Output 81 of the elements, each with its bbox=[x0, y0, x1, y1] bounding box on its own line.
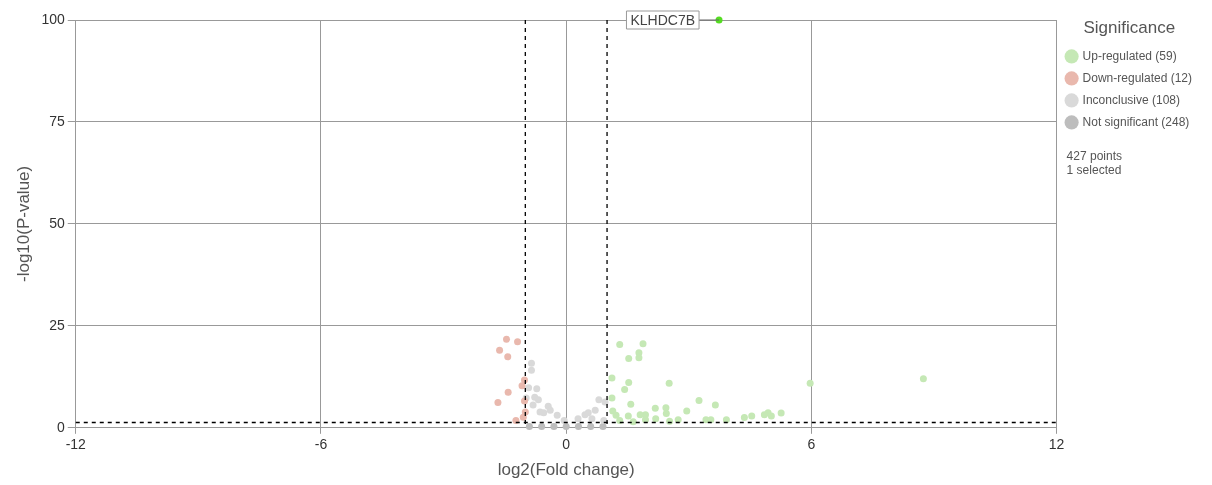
point bbox=[635, 354, 643, 362]
legend-label: Not significant (248) bbox=[1082, 114, 1190, 129]
point bbox=[707, 416, 715, 424]
point bbox=[574, 423, 582, 431]
point bbox=[777, 409, 785, 417]
point bbox=[919, 375, 927, 383]
point bbox=[529, 401, 537, 409]
point bbox=[518, 382, 526, 390]
point bbox=[560, 416, 568, 424]
point bbox=[652, 415, 660, 423]
point bbox=[527, 359, 535, 367]
point bbox=[504, 353, 512, 361]
point bbox=[494, 399, 502, 407]
point bbox=[599, 423, 607, 431]
point bbox=[538, 423, 546, 431]
point bbox=[536, 408, 544, 416]
legend-label: Down-regulated (12) bbox=[1082, 70, 1192, 85]
x-tick-label: 12 bbox=[1048, 436, 1065, 453]
point bbox=[616, 341, 624, 349]
point bbox=[514, 338, 522, 346]
legend-label: Up-regulated (59) bbox=[1082, 48, 1177, 63]
point bbox=[503, 335, 511, 343]
point bbox=[748, 412, 756, 420]
x-tick-label: 0 bbox=[562, 436, 571, 453]
point bbox=[550, 423, 558, 431]
point bbox=[627, 400, 635, 408]
point bbox=[760, 411, 768, 419]
point bbox=[662, 404, 670, 412]
point bbox=[574, 415, 582, 423]
y-tick-label: 50 bbox=[49, 214, 65, 231]
point bbox=[609, 407, 617, 415]
point bbox=[662, 410, 670, 418]
point bbox=[525, 384, 533, 392]
y-tick-label: 75 bbox=[49, 112, 65, 129]
x-axis-title: log2(Fold change) bbox=[497, 460, 635, 480]
point bbox=[527, 366, 535, 374]
point bbox=[639, 340, 647, 348]
point bbox=[711, 401, 719, 409]
point bbox=[625, 379, 633, 387]
point bbox=[624, 412, 632, 420]
point bbox=[636, 411, 644, 419]
point bbox=[621, 385, 629, 393]
point bbox=[740, 414, 748, 422]
y-tick-label: 0 bbox=[56, 418, 65, 435]
point bbox=[695, 396, 703, 404]
x-tick-label: -12 bbox=[65, 436, 87, 453]
point bbox=[519, 413, 527, 421]
point bbox=[629, 418, 637, 426]
point bbox=[588, 415, 596, 423]
point bbox=[587, 423, 595, 431]
point bbox=[806, 379, 814, 387]
point bbox=[595, 396, 603, 404]
y-axis-title: -log10(P-value) bbox=[13, 165, 33, 283]
x-tick-label: 6 bbox=[807, 436, 816, 453]
point bbox=[683, 407, 691, 415]
point bbox=[665, 379, 673, 387]
legend-title: Significance bbox=[1083, 18, 1176, 38]
point bbox=[562, 423, 570, 431]
text: 1 selected bbox=[1066, 162, 1122, 177]
point bbox=[651, 404, 659, 412]
point bbox=[591, 406, 599, 414]
point bbox=[496, 346, 504, 354]
y-tick-label: 100 bbox=[41, 10, 65, 27]
point bbox=[608, 394, 616, 402]
text: 427 points bbox=[1066, 148, 1122, 163]
legend-label: Inconclusive (108) bbox=[1082, 92, 1180, 107]
point bbox=[533, 385, 541, 393]
point bbox=[504, 388, 512, 396]
point bbox=[641, 416, 649, 424]
point bbox=[546, 406, 554, 414]
point bbox=[553, 411, 561, 419]
point bbox=[616, 416, 624, 424]
point bbox=[608, 374, 616, 382]
point bbox=[512, 416, 520, 424]
point bbox=[625, 354, 633, 362]
point bbox=[674, 416, 682, 424]
point bbox=[722, 416, 730, 424]
y-tick-label: 25 bbox=[49, 316, 65, 333]
point bbox=[525, 423, 533, 431]
annotation: KLHDC7B bbox=[630, 11, 696, 28]
x-tick-label: -6 bbox=[314, 436, 328, 453]
